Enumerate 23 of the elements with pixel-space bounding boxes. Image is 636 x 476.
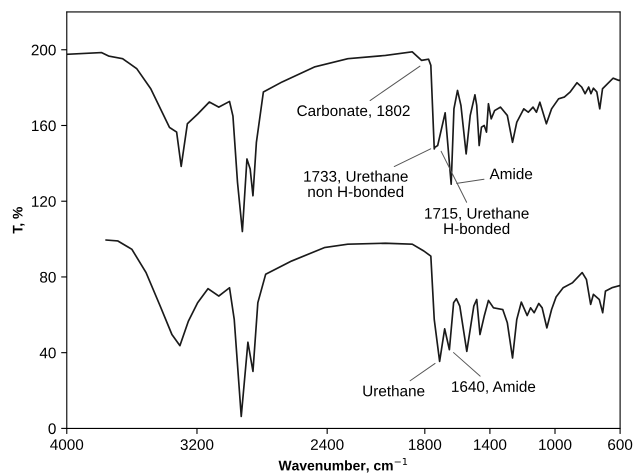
x-axis-title: Wavenumber, cm$^{−1}$ bbox=[278, 458, 408, 473]
annotation: Amide bbox=[490, 168, 532, 180]
annotation: 1640, Amide bbox=[452, 380, 536, 394]
x-tick-label: 4000 bbox=[50, 439, 84, 450]
y-axis-title: T, % bbox=[12, 207, 25, 234]
x-tick-label: 1000 bbox=[539, 439, 572, 450]
x-tick-label: 2400 bbox=[310, 439, 344, 450]
y-tick-label: 40 bbox=[40, 348, 56, 358]
x-tick-label: 3200 bbox=[180, 439, 214, 450]
line-series bbox=[105, 239, 620, 418]
y-tick-label: 160 bbox=[32, 120, 56, 132]
annotation: Carbonate, 1802 bbox=[297, 104, 410, 118]
x-tick-label: 600 bbox=[608, 439, 632, 450]
y-tick-label: 80 bbox=[40, 272, 56, 283]
line-series bbox=[66, 51, 620, 232]
y-tick-label: 0 bbox=[48, 423, 56, 434]
y-tick-label: 120 bbox=[32, 196, 56, 207]
y-tick-label: 200 bbox=[32, 44, 56, 56]
annotation: 1733, Urethane non H-bonded bbox=[304, 170, 408, 198]
x-tick-label: 1400 bbox=[474, 439, 506, 450]
annotation: 1715, Urethane H-bonded bbox=[425, 208, 529, 234]
annotation: Urethane bbox=[363, 385, 424, 396]
x-tick-label: 1800 bbox=[408, 439, 442, 450]
